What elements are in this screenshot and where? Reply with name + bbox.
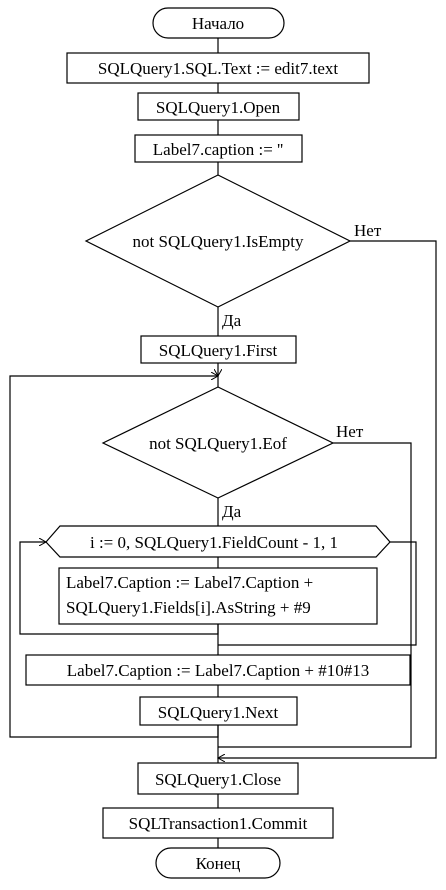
close-query-label: SQLQuery1.Close [155, 770, 281, 789]
append-newline-block [25, 654, 411, 686]
eof-yes-label: Да [222, 502, 242, 521]
end-terminator [155, 847, 281, 879]
set-sql-text-label: SQLQuery1.SQL.Text := edit7.text [98, 59, 339, 78]
append-newline-label: Label7.Caption := Label7.Caption + #10#1… [67, 661, 369, 680]
for-loop-block [45, 525, 391, 558]
end-label: Конец [196, 854, 241, 873]
start-label: Начало [192, 14, 244, 33]
is-empty-label: not SQLQuery1.IsEmpty [133, 232, 304, 251]
is-empty-no-label: Нет [354, 221, 382, 240]
close-query-block [137, 762, 299, 795]
connector-lines [9, 38, 437, 848]
clear-caption-block [134, 134, 303, 163]
eof-label: not SQLQuery1.Eof [149, 434, 287, 453]
first-record-label: SQLQuery1.First [159, 341, 278, 360]
commit-label: SQLTransaction1.Commit [129, 814, 308, 833]
first-record-block [140, 335, 297, 364]
next-record-block [139, 696, 298, 726]
open-query-label: SQLQuery1.Open [156, 98, 281, 117]
commit-block [102, 807, 334, 839]
is-empty-decision [84, 174, 352, 308]
eof-decision [101, 386, 335, 499]
start-terminator [152, 7, 285, 39]
for-loop-label: i := 0, SQLQuery1.FieldCount - 1, 1 [90, 533, 338, 552]
is-empty-yes-label: Да [222, 311, 242, 330]
open-query-block [137, 92, 300, 121]
clear-caption-label: Label7.caption := '' [153, 140, 283, 159]
append-field-block [58, 567, 378, 625]
append-field-line2: SQLQuery1.Fields[i].AsString + #9 [66, 598, 311, 617]
next-record-label: SQLQuery1.Next [158, 703, 279, 722]
append-field-line1: Label7.Caption := Label7.Caption + [66, 573, 313, 592]
eof-no-label: Нет [336, 422, 364, 441]
set-sql-text-block [66, 52, 370, 84]
